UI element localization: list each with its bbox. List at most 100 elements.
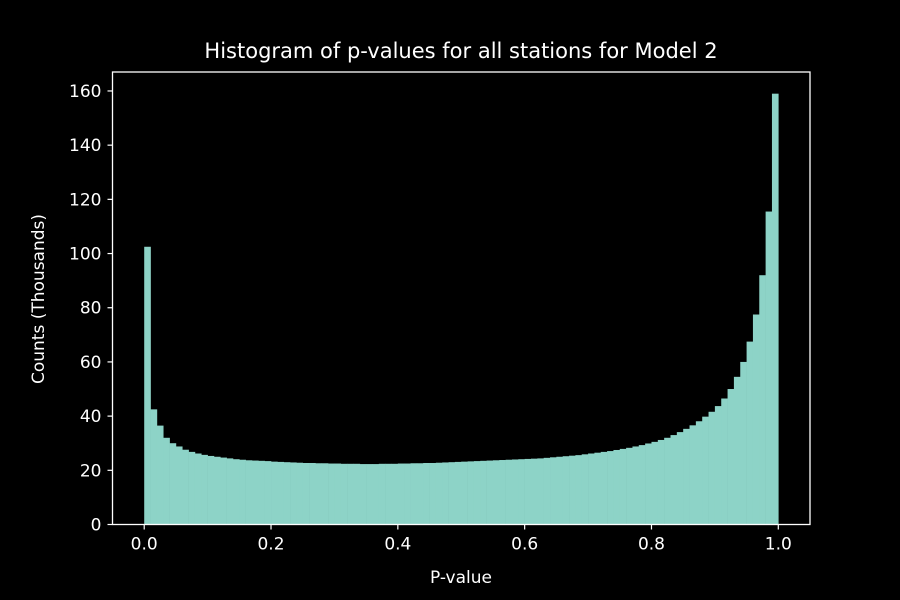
histogram-bar bbox=[334, 463, 342, 525]
y-tick-label: 80 bbox=[80, 299, 102, 319]
histogram-bar bbox=[277, 461, 285, 525]
histogram-bar bbox=[499, 460, 506, 525]
histogram-bar bbox=[657, 439, 665, 525]
histogram-bar bbox=[676, 432, 684, 525]
histogram-bar bbox=[416, 463, 424, 525]
histogram-bar bbox=[518, 459, 525, 525]
histogram-bar bbox=[480, 460, 487, 525]
histogram-bar bbox=[366, 464, 373, 525]
histogram-bar bbox=[144, 246, 151, 525]
histogram-bar bbox=[708, 411, 716, 525]
histogram-bar bbox=[226, 458, 234, 525]
histogram-bar bbox=[575, 455, 583, 525]
histogram-bar bbox=[632, 446, 640, 525]
histogram-bar bbox=[670, 435, 678, 525]
x-axis-ticks: 0.0 0.2 0.4 0.6 0.8 1.0 bbox=[131, 524, 792, 555]
y-tick-label: 60 bbox=[80, 353, 102, 373]
histogram-bar bbox=[252, 460, 259, 525]
x-axis-label: P-value bbox=[430, 568, 492, 588]
histogram-bar bbox=[429, 462, 437, 525]
histogram-bar bbox=[359, 464, 367, 525]
x-tick-label: 0.4 bbox=[384, 535, 411, 555]
histogram-bar bbox=[309, 462, 316, 525]
histogram-bar bbox=[461, 461, 468, 525]
histogram-bar bbox=[194, 453, 202, 525]
y-axis-label: Counts (Thousands) bbox=[29, 214, 49, 384]
histogram-bar bbox=[220, 457, 227, 525]
histogram-bar bbox=[531, 458, 538, 525]
histogram-bar bbox=[537, 458, 544, 525]
histogram-bar bbox=[454, 461, 462, 525]
histogram-bar bbox=[543, 457, 551, 525]
y-tick-label: 40 bbox=[80, 407, 102, 427]
y-axis-ticks: 0 20 40 60 80 100 120 140 160 bbox=[69, 82, 113, 536]
histogram-bar bbox=[695, 421, 703, 525]
histogram-bar bbox=[600, 451, 608, 525]
histogram-bar bbox=[213, 456, 221, 525]
histogram-bar bbox=[505, 459, 513, 525]
histogram-bar bbox=[188, 451, 196, 525]
histogram-bar bbox=[492, 460, 500, 525]
histogram-bar bbox=[473, 461, 481, 525]
x-tick-label: 0.0 bbox=[131, 535, 158, 555]
x-tick-label: 0.8 bbox=[638, 535, 665, 555]
histogram-bar bbox=[746, 341, 754, 525]
histogram-bar bbox=[607, 451, 614, 525]
y-tick-label: 100 bbox=[69, 245, 101, 265]
histogram-bar bbox=[638, 445, 646, 525]
histogram-bar bbox=[385, 463, 392, 525]
y-tick-label: 0 bbox=[91, 516, 102, 536]
histogram-bar bbox=[645, 443, 652, 525]
x-tick-label: 0.2 bbox=[257, 535, 284, 555]
histogram-bar bbox=[391, 463, 399, 525]
y-tick-label: 120 bbox=[69, 190, 101, 210]
histogram-bar bbox=[321, 463, 329, 525]
histogram-bar bbox=[714, 406, 722, 525]
histogram-bar bbox=[765, 211, 773, 525]
histogram-bar bbox=[175, 446, 183, 525]
histogram-bar bbox=[264, 461, 272, 525]
histogram-bar bbox=[201, 454, 208, 525]
histogram-bar bbox=[550, 457, 557, 525]
histogram-bar bbox=[169, 443, 177, 525]
histogram-bar bbox=[283, 462, 291, 525]
histogram-bar bbox=[423, 462, 430, 525]
plot-frame bbox=[111, 71, 811, 526]
histogram-bar bbox=[435, 462, 443, 525]
histogram-bar bbox=[150, 409, 158, 525]
histogram-bar bbox=[271, 461, 278, 525]
histogram-bar bbox=[702, 416, 709, 525]
histogram-bar bbox=[245, 460, 253, 525]
histogram-bar bbox=[328, 463, 335, 525]
histogram-bar bbox=[619, 448, 627, 525]
histogram-bar bbox=[556, 456, 564, 525]
histogram-bar bbox=[448, 462, 456, 525]
histogram-bar bbox=[486, 460, 494, 525]
histogram-bar bbox=[296, 462, 304, 525]
histogram-bar bbox=[683, 428, 690, 525]
histogram-bar bbox=[740, 361, 747, 525]
histogram-bar bbox=[613, 449, 621, 525]
histogram-bar bbox=[626, 447, 633, 525]
histogram-bar bbox=[347, 463, 354, 525]
bars-group bbox=[144, 93, 779, 525]
histogram-bar bbox=[664, 437, 671, 525]
histogram-bar bbox=[182, 449, 189, 525]
histogram-bar bbox=[340, 463, 348, 525]
histogram-bar bbox=[232, 459, 240, 525]
histogram-bar bbox=[239, 459, 246, 525]
histogram-bar bbox=[404, 463, 411, 525]
histogram-bar bbox=[689, 425, 697, 525]
histogram-bar bbox=[752, 314, 760, 525]
histogram-bar bbox=[651, 441, 659, 525]
histogram-bar bbox=[511, 459, 519, 525]
histogram-bar bbox=[771, 93, 779, 525]
histogram-bar bbox=[588, 453, 595, 525]
histogram-bar bbox=[397, 463, 405, 525]
histogram-bar bbox=[163, 437, 170, 525]
y-tick-label: 160 bbox=[69, 82, 101, 102]
histogram-bar bbox=[524, 458, 532, 525]
histogram-bar bbox=[467, 461, 475, 525]
histogram-bar bbox=[378, 463, 386, 525]
